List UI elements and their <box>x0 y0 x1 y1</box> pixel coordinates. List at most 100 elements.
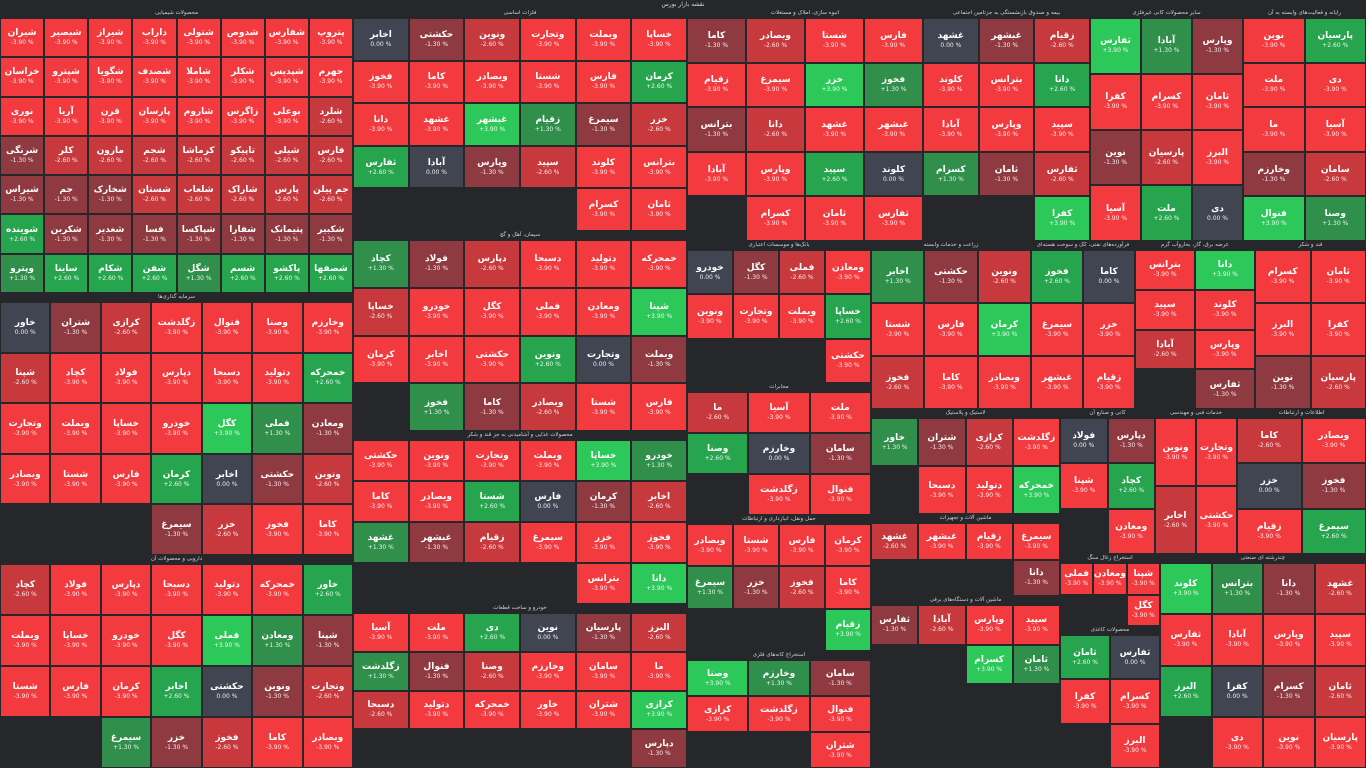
stock-tile[interactable]: فارس -3.90 % <box>924 303 978 356</box>
stock-tile[interactable]: دی +2.60 % <box>464 613 520 652</box>
stock-tile[interactable]: زقیام -2.60 % <box>1034 18 1090 63</box>
stock-tile[interactable]: شکبیر -1.30 % <box>308 214 353 254</box>
stock-tile[interactable]: کسرام -3.90 % <box>1255 250 1311 303</box>
stock-tile[interactable]: بوعلی -3.90 % <box>264 96 309 136</box>
stock-tile[interactable]: سپید +2.60 % <box>805 151 864 197</box>
stock-tile[interactable]: شستا -3.90 % <box>575 383 632 431</box>
stock-tile[interactable]: خزر +3.90 % <box>805 62 864 108</box>
stock-tile[interactable]: وخارزم -3.90 % <box>520 651 576 691</box>
stock-tile[interactable]: بترانس -1.30 % <box>687 107 746 152</box>
stock-tile[interactable]: شیراس -1.30 % <box>0 175 45 215</box>
stock-tile[interactable]: کفرا -3.90 % <box>1090 73 1141 130</box>
stock-tile[interactable]: وصنا +3.90 % <box>687 660 749 696</box>
stock-tile[interactable]: خاور -3.90 % <box>520 690 576 730</box>
stock-tile[interactable]: دتولید -3.90 % <box>408 690 465 730</box>
stock-tile[interactable]: فخوز -2.60 % <box>779 566 825 609</box>
stock-tile[interactable]: وخارزم +1.30 % <box>748 660 810 696</box>
stock-tile[interactable]: فارس -3.90 % <box>100 453 152 505</box>
stock-tile[interactable]: غبشهر -1.30 % <box>978 18 1035 63</box>
stock-tile[interactable]: خمحرکه +3.90 % <box>1012 466 1060 514</box>
stock-tile[interactable]: بترانس -3.90 % <box>631 145 687 189</box>
stock-tile[interactable]: پارسیان -1.30 % <box>575 613 632 652</box>
stock-tile[interactable]: وبملت -3.90 % <box>50 403 101 454</box>
stock-tile[interactable]: دسبحا -3.90 % <box>201 352 253 404</box>
stock-tile[interactable]: شکربن -1.30 % <box>44 214 89 254</box>
stock-tile[interactable]: وپارس -1.30 % <box>464 145 520 189</box>
stock-tile[interactable]: دانا +3.90 % <box>631 563 687 604</box>
stock-tile[interactable]: کسرام -3.90 % <box>575 188 632 231</box>
stock-tile[interactable]: پارسیان -2.60 % <box>1141 129 1192 186</box>
stock-tile[interactable]: وصنا -3.90 % <box>252 302 303 353</box>
stock-tile[interactable]: حکشتی -3.90 % <box>1196 486 1237 554</box>
stock-tile[interactable]: فنوال -3.90 % <box>201 302 253 353</box>
stock-tile[interactable]: کاما -3.90 % <box>924 356 978 409</box>
stock-tile[interactable]: غشهد -3.90 % <box>805 107 864 152</box>
stock-tile[interactable]: فملی -3.90 % <box>1060 563 1094 595</box>
stock-tile[interactable]: فخوز -3.90 % <box>631 522 687 563</box>
stock-tile[interactable]: سامان -1.30 % <box>809 433 871 474</box>
stock-tile[interactable]: شاملا -3.90 % <box>176 57 221 97</box>
stock-tile[interactable]: کاما -3.90 % <box>353 481 409 522</box>
stock-tile[interactable]: زگلدشت -3.90 % <box>151 302 202 353</box>
stock-tile[interactable]: البرز -2.60 % <box>631 613 687 652</box>
stock-tile[interactable]: شرنگی -1.30 % <box>0 135 45 176</box>
stock-tile[interactable]: فنوال -1.30 % <box>408 651 465 691</box>
stock-tile[interactable]: ونوین -2.60 % <box>302 453 353 505</box>
stock-tile[interactable]: اخابر -2.60 % <box>631 481 687 522</box>
stock-tile[interactable]: ثفارس -1.30 % <box>1195 369 1255 409</box>
stock-tile[interactable]: وبصادر -3.90 % <box>687 524 733 567</box>
stock-tile[interactable]: نوری -3.90 % <box>0 96 45 136</box>
stock-tile[interactable]: بترانس -3.90 % <box>575 563 632 604</box>
stock-tile[interactable]: ملت +2.60 % <box>1141 185 1192 241</box>
stock-tile[interactable]: آبادا -3.90 % <box>1211 614 1263 666</box>
stock-tile[interactable]: شتران -1.30 % <box>50 302 101 353</box>
stock-tile[interactable]: کسرام -3.90 % <box>746 196 805 241</box>
stock-tile[interactable]: کاما -2.60 % <box>1237 418 1302 464</box>
stock-tile[interactable]: خاور +2.60 % <box>302 564 353 615</box>
stock-tile[interactable]: شیراز -3.90 % <box>88 18 133 58</box>
stock-tile[interactable]: ثامان -1.30 % <box>978 151 1035 197</box>
stock-tile[interactable]: بترانس -3.90 % <box>1135 250 1195 290</box>
stock-tile[interactable]: فخوز -2.60 % <box>201 717 253 768</box>
stock-tile[interactable]: ما -2.60 % <box>687 392 749 433</box>
stock-tile[interactable]: وتجارت -3.90 % <box>464 440 520 481</box>
stock-tile[interactable]: وبصادر -3.90 % <box>1301 418 1366 464</box>
stock-tile[interactable]: ثامان -2.60 % <box>1314 665 1366 717</box>
stock-tile[interactable]: ومعادن -3.90 % <box>1107 508 1155 554</box>
stock-tile[interactable]: کگل -3.90 % <box>464 287 520 336</box>
stock-tile[interactable]: فولاد -1.30 % <box>408 240 465 288</box>
stock-tile[interactable]: اخابر 0.00 % <box>353 18 409 61</box>
stock-tile[interactable]: ومعادن -3.90 % <box>1093 563 1127 595</box>
stock-tile[interactable]: فولاد -3.90 % <box>50 564 101 615</box>
stock-tile[interactable]: کچاد +1.30 % <box>353 240 409 288</box>
stock-tile[interactable]: فارس -3.90 % <box>864 18 923 63</box>
stock-tile[interactable]: شستا -3.90 % <box>50 453 101 505</box>
stock-tile[interactable]: زگلدشت -3.90 % <box>748 474 810 515</box>
stock-tile[interactable]: ما -3.90 % <box>1243 107 1305 152</box>
stock-tile[interactable]: دانا -3.90 % <box>353 103 409 146</box>
stock-tile[interactable]: کلر -2.60 % <box>44 135 89 176</box>
stock-tile[interactable]: غشهد -2.60 % <box>1314 563 1366 615</box>
stock-tile[interactable]: شکلر -3.90 % <box>220 57 265 97</box>
stock-tile[interactable]: خودرو 0.00 % <box>687 250 733 295</box>
stock-tile[interactable]: کچاد -3.90 % <box>50 352 101 404</box>
stock-tile[interactable]: شیلی -2.60 % <box>264 135 309 176</box>
stock-tile[interactable]: حکشتی 0.00 % <box>201 666 253 717</box>
stock-tile[interactable]: ثفارس 0.00 % <box>1110 635 1160 680</box>
stock-tile[interactable]: ملت -3.90 % <box>809 392 871 433</box>
stock-tile[interactable]: ونوین -1.30 % <box>252 666 303 717</box>
stock-tile[interactable]: خزر -2.60 % <box>631 103 687 146</box>
stock-tile[interactable]: شستا -3.90 % <box>520 60 576 104</box>
stock-tile[interactable]: شکام +2.60 % <box>88 253 133 293</box>
stock-tile[interactable]: تاپیکو -2.60 % <box>220 135 265 176</box>
stock-tile[interactable]: شستا +2.60 % <box>464 481 520 522</box>
stock-tile[interactable]: فارس -3.90 % <box>779 524 825 567</box>
stock-tile[interactable]: کاما -3.90 % <box>408 60 465 104</box>
stock-tile[interactable]: نوین -3.90 % <box>1263 716 1315 768</box>
stock-tile[interactable]: غشهد -2.60 % <box>871 523 919 560</box>
stock-tile[interactable]: خمحرکه -3.90 % <box>252 564 303 615</box>
stock-tile[interactable]: کرمان +2.60 % <box>151 453 202 505</box>
stock-tile[interactable]: خساپا -3.90 % <box>631 18 687 61</box>
stock-tile[interactable]: شسم +2.60 % <box>220 253 265 293</box>
stock-tile[interactable]: سیمرغ -1.30 % <box>151 504 202 555</box>
